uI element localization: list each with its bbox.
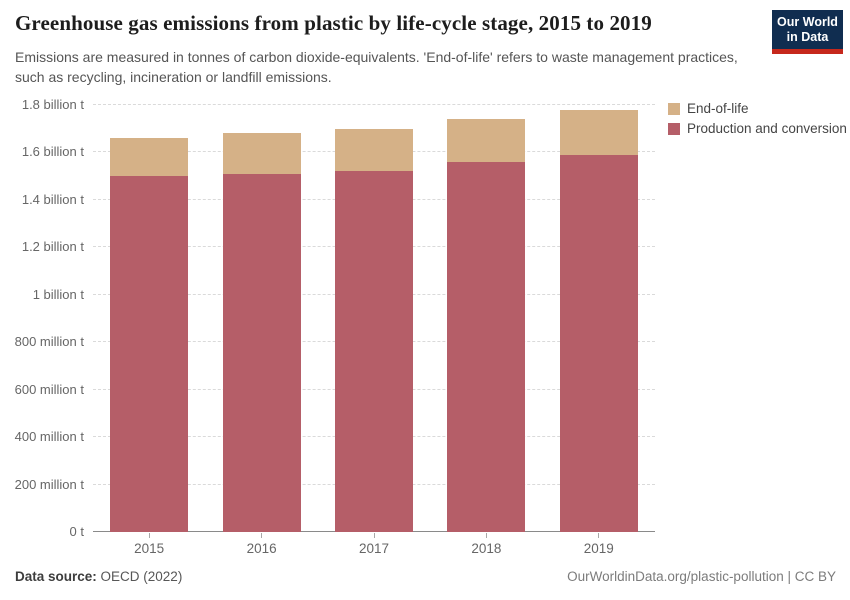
legend-label: End-of-life [687,101,749,116]
legend-label: Production and conversion [687,121,847,136]
bar-segment-2017-production-and-conversion[interactable] [335,171,413,532]
chart-subtitle: Emissions are measured in tonnes of carb… [15,49,738,85]
x-tick-label-2019: 2019 [583,541,614,556]
bar-segment-2015-production-and-conversion[interactable] [110,176,189,532]
y-tick-label: 1 billion t [32,286,84,302]
bar-segment-2019-end-of-life[interactable] [559,109,638,155]
bar-segment-2018-end-of-life[interactable] [447,119,526,162]
y-tick-label: 400 million t [14,429,84,445]
x-axis-tick [148,533,150,538]
bar-segment-2019-production-and-conversion[interactable] [559,154,638,532]
owid-logo-line2: in Data [786,30,829,44]
bar-segment-2015-end-of-life[interactable] [110,138,189,177]
legend-swatch-end-of-life [668,102,680,115]
chart-title: Greenhouse gas emissions from plastic by… [15,11,652,35]
legend: End-of-life Production and conversion [668,101,847,141]
bar-segment-2016-production-and-conversion[interactable] [222,173,301,532]
y-tick-label: 1.4 billion t [21,191,84,207]
y-tick-label: 800 million t [14,334,84,350]
attribution-link[interactable]: OurWorldinData.org/plastic-pollution | C… [567,569,836,584]
y-tick-label: 600 million t [14,381,84,397]
x-tick-label-2017: 2017 [358,541,390,556]
x-axis-tick [485,533,487,538]
y-tick-label: 0 t [69,524,84,539]
bar-segment-2017-end-of-life[interactable] [335,128,413,172]
data-source-label: Data source: [15,569,97,584]
y-tick-label: 1.2 billion t [21,239,84,255]
data-source-value: OECD (2022) [96,569,183,584]
y-tick-label: 1.6 billion t [21,144,84,160]
footer: Data source: OECD (2022) OurWorldinData.… [15,569,836,584]
legend-swatch-production-and-conversion [668,122,680,135]
y-tick-label: 1.8 billion t [21,97,84,112]
x-axis-tick [598,533,600,538]
bar-segment-2018-production-and-conversion[interactable] [447,161,526,532]
x-tick-label-2015: 2015 [134,541,165,556]
legend-item-production-and-conversion[interactable]: Production and conversion [668,121,847,136]
gridline [93,104,655,105]
x-tick-label-2018: 2018 [471,541,502,556]
plot-area: 0 t 200 million t 400 million t 600 million… [15,97,655,556]
owid-logo-line1: Our World [777,15,838,29]
legend-item-end-of-life[interactable]: End-of-life [668,101,847,116]
bar-segment-2016-end-of-life[interactable] [222,133,301,174]
x-axis-tick [261,533,263,538]
data-source: Data source: OECD (2022) [15,569,182,584]
owid-logo[interactable]: Our World in Data [772,10,843,54]
x-axis-tick [373,533,375,538]
y-tick-label: 200 million t [14,476,84,492]
x-tick-label-2016: 2016 [246,541,277,556]
